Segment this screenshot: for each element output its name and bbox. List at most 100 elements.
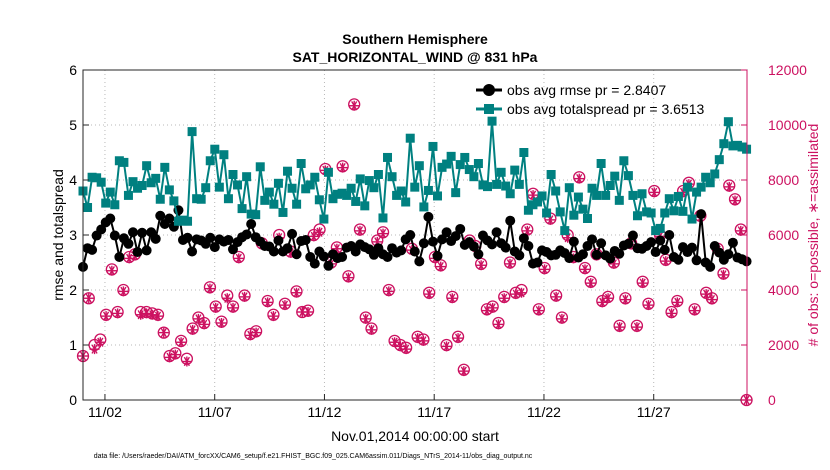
legend-rmse-label: obs avg rmse pr = 2.8407 <box>507 82 666 98</box>
totalspread-series-point <box>223 194 233 204</box>
totalspread-series-point <box>373 170 383 179</box>
legend-spread-marker <box>484 104 494 114</box>
totalspread-series-point <box>642 207 652 217</box>
obs-assimilated-point <box>181 356 192 367</box>
obs-assimilated-point <box>574 173 585 184</box>
totalspread-series-point <box>396 186 406 196</box>
rmse-series-point <box>568 236 579 247</box>
obs-assimilated-point <box>303 307 314 317</box>
totalspread-series-point <box>314 195 324 205</box>
obs-assimilated-point <box>89 344 100 355</box>
obs-assimilated-point <box>724 181 735 192</box>
totalspread-series-point <box>137 181 147 190</box>
rmse-series-point <box>623 238 634 249</box>
totalspread-series-point <box>587 183 597 193</box>
rmse-series-point <box>187 246 198 257</box>
obs-assimilated-point <box>735 225 746 236</box>
totalspread-series-point <box>482 182 492 192</box>
obs-assimilated-point <box>366 324 377 335</box>
totalspread-series-point <box>287 183 297 193</box>
rmse-series-point <box>246 219 257 229</box>
totalspread-series-point <box>514 179 524 189</box>
totalspread-series-point <box>469 172 479 182</box>
rmse-series-point <box>287 228 298 239</box>
obs-assimilated-point <box>441 341 452 352</box>
totalspread-series-point <box>210 144 220 154</box>
rmse-series-point <box>591 249 602 260</box>
totalspread-series-point <box>228 170 238 179</box>
totalspread-series-point <box>492 179 502 189</box>
totalspread-series-point <box>242 172 252 182</box>
axis-ticks: 0 1 2 3 4 5 6 0 2000 4000 6000 8000 10000 12000 11/02 1… <box>69 62 807 420</box>
obs-assimilated-point <box>239 291 250 302</box>
obs-assimilated-point <box>539 264 550 275</box>
totalspread-series-point <box>346 183 356 193</box>
totalspread-series-point <box>619 156 629 166</box>
left-y-tick-label: 5 <box>69 117 77 133</box>
obs-assimilated-point <box>597 297 608 308</box>
totalspread-series-point <box>610 171 620 181</box>
totalspread-series-point <box>110 200 120 210</box>
obs-assimilated-point <box>551 291 562 302</box>
totalspread-series-point <box>260 195 270 205</box>
totalspread-series-point <box>592 190 602 200</box>
obs-assimilated-point <box>170 349 181 360</box>
obs-assimilated-point <box>718 269 729 280</box>
obs-assimilated-point <box>510 289 521 300</box>
totalspread-series-point <box>178 215 188 225</box>
rmse-series-point <box>105 213 116 224</box>
totalspread-series-point <box>464 165 474 175</box>
rmse-series-point <box>577 249 588 260</box>
totalspread-series-point <box>710 169 720 179</box>
obs-assimilated-point <box>453 333 464 344</box>
totalspread-series-point <box>660 208 670 218</box>
right-y-tick-label: 10000 <box>768 117 807 133</box>
totalspread-series-point <box>146 178 156 188</box>
obs-assimilated-point <box>418 335 429 346</box>
rmse-series-point <box>418 238 429 249</box>
obs-assimilated-point <box>141 308 152 319</box>
rmse-series-point <box>155 210 166 221</box>
totalspread-series-point <box>251 210 261 220</box>
left-y-axis-label: rmse and totalspread <box>50 169 66 301</box>
obs-assimilated-point <box>228 302 239 313</box>
rmse-series-point <box>655 235 666 246</box>
x-tick-label: 11/02 <box>88 404 122 420</box>
totalspread-series-point <box>696 182 706 192</box>
rmse-series-point <box>268 246 279 257</box>
totalspread-series-point <box>101 198 111 208</box>
totalspread-series-point <box>714 155 724 165</box>
totalspread-series-point <box>442 159 452 169</box>
totalspread-series-point <box>383 152 393 162</box>
totalspread-series-point <box>692 187 702 197</box>
totalspread-series-point <box>205 156 215 166</box>
totalspread-series-point <box>378 213 388 223</box>
totalspread-series-point <box>142 161 152 171</box>
obs-assimilated-point <box>314 227 325 238</box>
obs-assimilated-point <box>504 258 515 269</box>
totalspread-series-point <box>433 191 443 201</box>
totalspread-series-point <box>364 176 374 186</box>
rmse-series-point <box>87 244 98 255</box>
obs-assimilated-point <box>556 313 567 324</box>
rmse-series-point <box>705 261 716 272</box>
totalspread-series-point <box>173 216 183 226</box>
rmse-series-point <box>727 237 738 248</box>
obs-assimilated-point <box>435 261 446 272</box>
rmse-series-point <box>241 229 252 240</box>
rmse-series-point <box>318 251 329 262</box>
obs-assimilated-point <box>631 322 642 333</box>
totalspread-series-point <box>601 190 611 200</box>
obs-assimilated-point <box>251 327 262 338</box>
obs-assimilated-point <box>730 195 741 206</box>
rmse-series-point <box>500 242 511 253</box>
obs-assimilated-point <box>193 313 204 324</box>
totalspread-series-point <box>737 142 747 152</box>
rmse-series-point <box>414 256 425 267</box>
totalspread-series-point <box>87 172 97 182</box>
totalspread-series-point <box>214 182 224 192</box>
rmse-series-point <box>282 243 293 254</box>
obs-assimilated-point <box>187 324 198 335</box>
totalspread-series-point <box>114 156 124 166</box>
rmse-series-point <box>427 236 438 247</box>
